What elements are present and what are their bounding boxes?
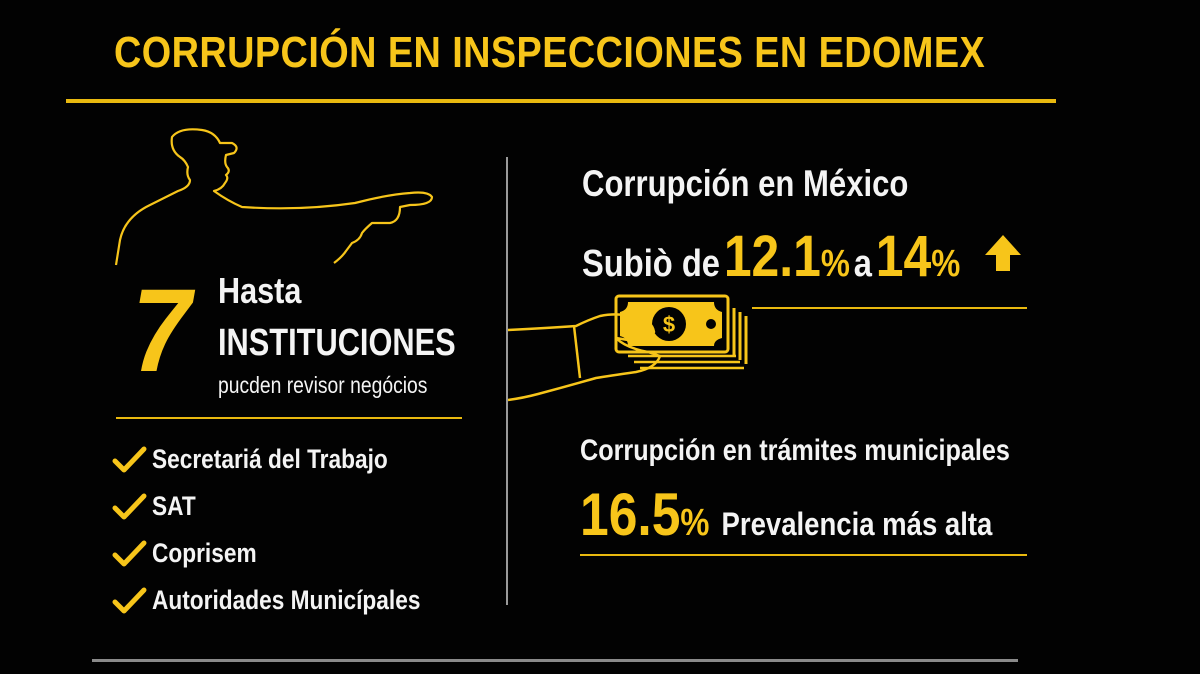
page-title: CORRUPCIÓN EN INSPECCIONES EN EDOMEX bbox=[114, 28, 986, 77]
institution-label: Autoridades Municípales bbox=[152, 585, 421, 615]
municipal-unit: % bbox=[680, 502, 710, 544]
check-icon bbox=[112, 587, 147, 613]
to-unit: % bbox=[931, 243, 961, 285]
stat-prefix: Subiò de bbox=[582, 243, 720, 285]
institutions-list: Secretariá del Trabajo SAT Coprisem Auto… bbox=[112, 436, 472, 624]
connector: a bbox=[853, 243, 872, 285]
list-item: Autoridades Municípales bbox=[112, 577, 472, 624]
list-item: Coprisem bbox=[112, 530, 472, 577]
list-item: SAT bbox=[112, 483, 472, 530]
from-value: 12.1 bbox=[723, 224, 821, 289]
mexico-stat: Subiò de 12.1 % a 14 % bbox=[582, 223, 960, 290]
from-unit: % bbox=[820, 243, 850, 285]
municipal-stat: 16.5 % Prevalencia más alta bbox=[580, 480, 992, 549]
vertical-divider bbox=[506, 157, 508, 605]
municipal-divider bbox=[580, 554, 1027, 556]
mexico-divider bbox=[752, 307, 1027, 309]
check-icon bbox=[112, 540, 147, 566]
to-value: 14 bbox=[875, 224, 932, 289]
check-icon bbox=[112, 493, 147, 519]
municipal-title: Corrupción en trámites municipales bbox=[580, 434, 1010, 467]
institution-label: SAT bbox=[152, 491, 196, 521]
svg-text:$: $ bbox=[663, 312, 675, 337]
count-suffix: pucden revisor negócios bbox=[218, 372, 428, 398]
person-pointing-icon bbox=[114, 128, 434, 266]
hand-giving-money-icon: $ bbox=[508, 294, 748, 402]
mexico-title: Corrupción en México bbox=[582, 163, 909, 204]
municipal-value: 16.5 bbox=[580, 481, 681, 548]
count-prefix: Hasta bbox=[218, 270, 302, 311]
left-divider bbox=[116, 417, 462, 419]
title-divider bbox=[66, 99, 1056, 103]
check-icon bbox=[112, 446, 147, 472]
municipal-label: Prevalencia más alta bbox=[721, 506, 993, 542]
list-item: Secretariá del Trabajo bbox=[112, 436, 472, 483]
institution-label: Secretariá del Trabajo bbox=[152, 444, 388, 474]
bottom-divider bbox=[92, 659, 1018, 662]
count-label: INSTITUCIONES bbox=[218, 322, 456, 364]
arrow-up-icon bbox=[985, 235, 1021, 271]
institutions-count: 7 bbox=[132, 265, 192, 397]
institution-label: Coprisem bbox=[152, 538, 257, 568]
